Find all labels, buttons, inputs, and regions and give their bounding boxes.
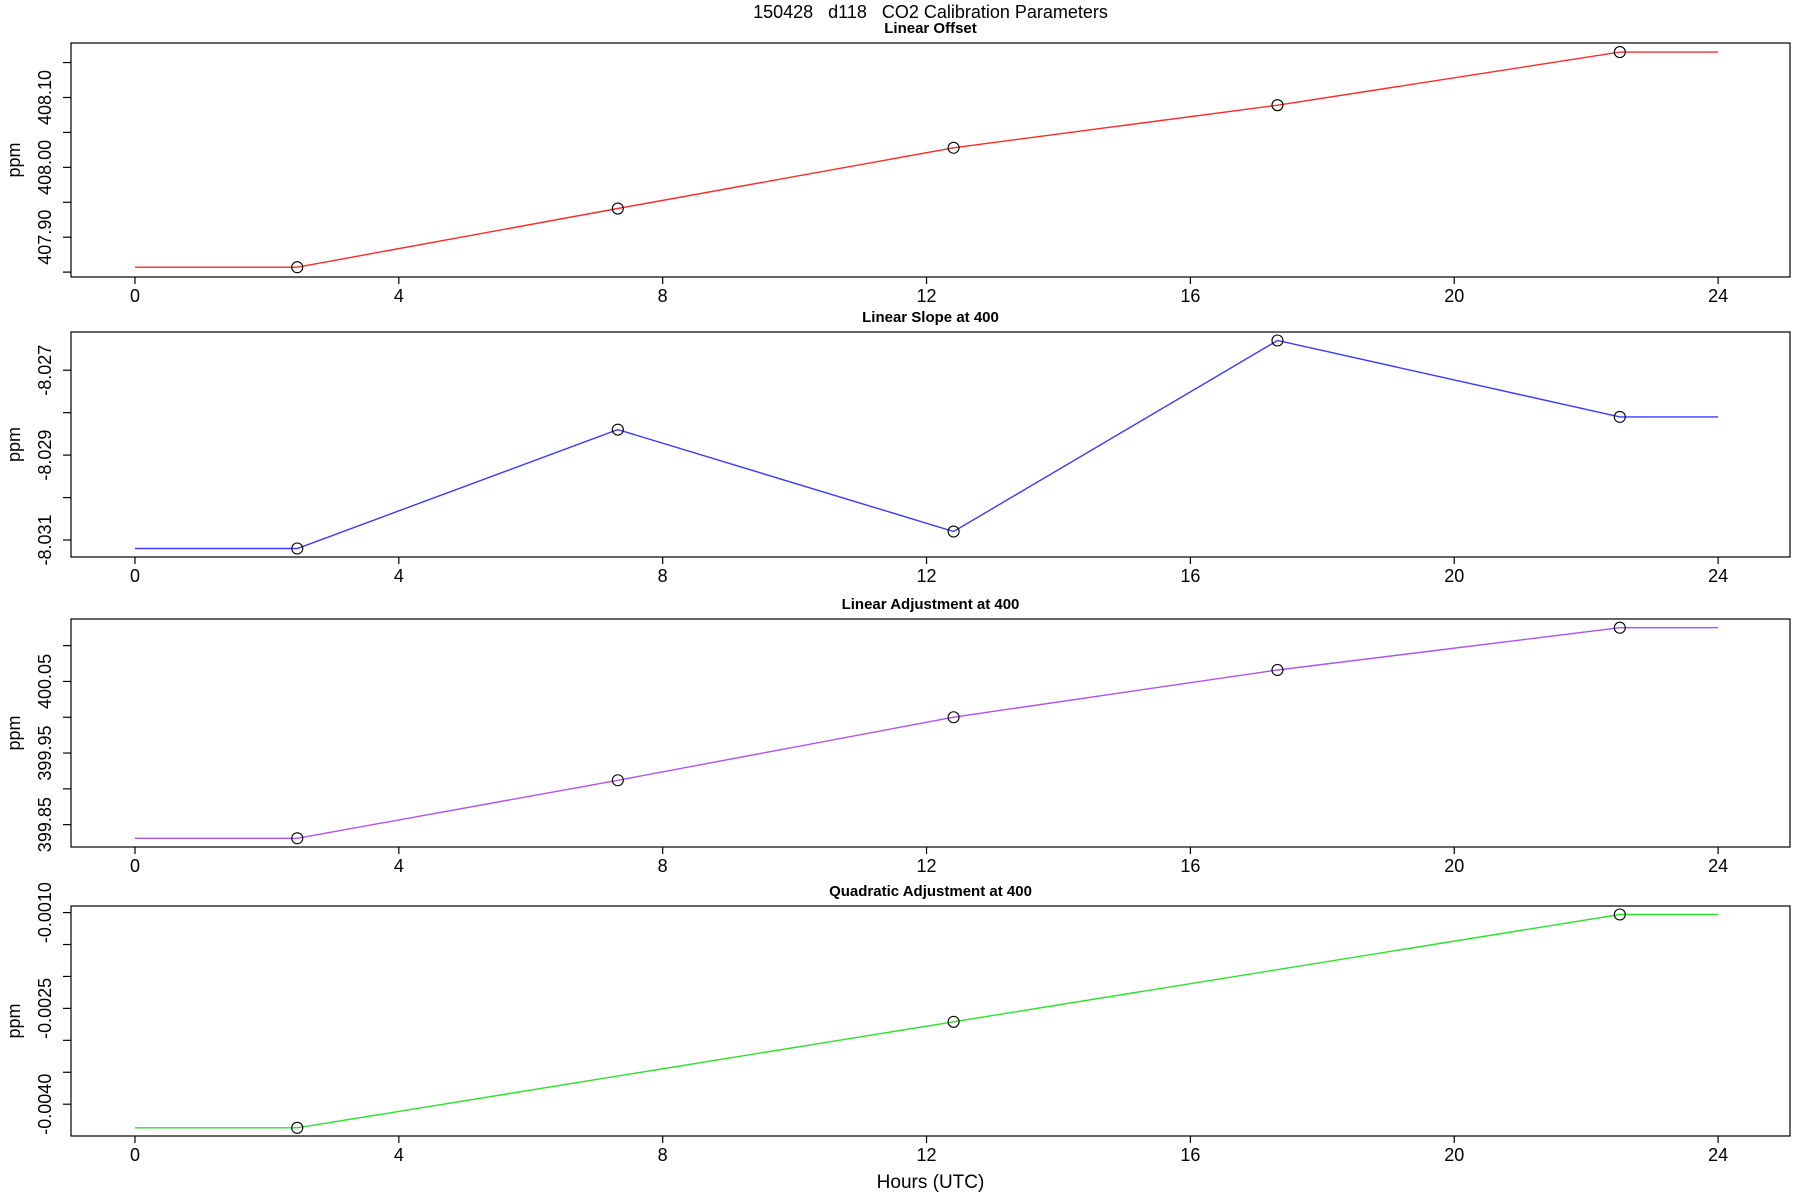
data-point-marker [1613, 46, 1626, 59]
series-line [135, 627, 1719, 839]
data-point-marker [1271, 99, 1284, 112]
y-axis-tick-label: -0.0010 [35, 882, 55, 943]
data-point-marker [947, 141, 960, 154]
x-axis-tick-label: 20 [1444, 566, 1464, 586]
data-point-marker [1613, 908, 1626, 921]
data-point-marker [1613, 621, 1626, 634]
series-line [135, 51, 1719, 268]
x-axis-tick-label: 4 [394, 856, 404, 876]
data-point-marker [291, 832, 304, 845]
y-axis-unit-label: ppm [4, 1003, 24, 1038]
x-axis-tick-label: 20 [1444, 286, 1464, 306]
y-axis-tick-label: 400.05 [35, 654, 55, 709]
y-axis-unit-label: ppm [4, 142, 24, 177]
x-axis-tick-label: 24 [1708, 1145, 1728, 1165]
data-point-marker [291, 1121, 304, 1134]
panel-title: Linear Offset [884, 20, 977, 37]
x-axis-tick-label: 12 [917, 566, 937, 586]
x-axis-tick-label: 4 [394, 566, 404, 586]
panel-box [70, 905, 1791, 1137]
x-axis-tick-label: 0 [130, 286, 140, 306]
data-point-marker [1613, 410, 1626, 423]
x-axis-tick-label: 12 [917, 286, 937, 306]
x-axis-tick-label: 20 [1444, 856, 1464, 876]
y-axis-tick-label: 408.10 [35, 70, 55, 125]
y-axis-unit-label: ppm [4, 427, 24, 462]
x-axis-tick-label: 8 [658, 856, 668, 876]
x-axis-tick-label: 8 [658, 566, 668, 586]
x-axis-title: Hours (UTC) [876, 1172, 985, 1193]
y-axis-tick-label: -0.0025 [35, 978, 55, 1039]
panel-title: Linear Slope at 400 [862, 309, 999, 326]
panel-box [70, 42, 1791, 278]
panel-box [70, 618, 1791, 848]
data-point-marker [611, 774, 624, 787]
x-axis-tick-label: 24 [1708, 856, 1728, 876]
panel-box [70, 331, 1791, 558]
data-point-marker [947, 1015, 960, 1028]
x-axis-tick-label: 8 [658, 286, 668, 306]
y-axis-tick-label: 408.00 [35, 140, 55, 195]
x-axis-tick-label: 12 [917, 1145, 937, 1165]
x-axis-tick-label: 12 [917, 856, 937, 876]
y-axis-tick-label: -8.027 [35, 345, 55, 396]
x-axis-tick-label: 0 [130, 1145, 140, 1165]
x-axis-tick-label: 24 [1708, 566, 1728, 586]
x-axis-tick-label: 0 [130, 856, 140, 876]
x-axis-tick-label: 16 [1180, 286, 1200, 306]
x-axis-tick-label: 16 [1180, 856, 1200, 876]
x-axis-tick-label: 24 [1708, 286, 1728, 306]
data-point-marker [947, 711, 960, 724]
y-axis-tick-label: 399.95 [35, 726, 55, 781]
x-axis-tick-label: 4 [394, 1145, 404, 1165]
x-axis-tick-label: 0 [130, 566, 140, 586]
y-axis-tick-label: 407.90 [35, 210, 55, 265]
series-line [135, 913, 1719, 1129]
data-point-marker [291, 542, 304, 555]
y-axis-tick-label: -8.031 [35, 514, 55, 565]
y-axis-tick-label: 399.85 [35, 797, 55, 852]
y-axis-unit-label: ppm [4, 715, 24, 750]
y-axis-tick-label: -0.0040 [35, 1074, 55, 1135]
x-axis-tick-label: 4 [394, 286, 404, 306]
x-axis-tick-label: 16 [1180, 1145, 1200, 1165]
x-axis-tick-label: 16 [1180, 566, 1200, 586]
data-point-marker [291, 261, 304, 274]
panel-title: Linear Adjustment at 400 [842, 596, 1020, 613]
data-point-marker [947, 525, 960, 538]
data-point-marker [611, 202, 624, 215]
x-axis-tick-label: 8 [658, 1145, 668, 1165]
y-axis-tick-label: -8.029 [35, 430, 55, 481]
data-point-marker [611, 423, 624, 436]
x-axis-tick-label: 20 [1444, 1145, 1464, 1165]
figure-title: 150428 d118 CO2 Calibration Parameters [753, 2, 1108, 22]
panel-title: Quadratic Adjustment at 400 [829, 883, 1032, 900]
series-line [135, 339, 1719, 550]
data-point-marker [1271, 334, 1284, 347]
data-point-marker [1271, 663, 1284, 677]
